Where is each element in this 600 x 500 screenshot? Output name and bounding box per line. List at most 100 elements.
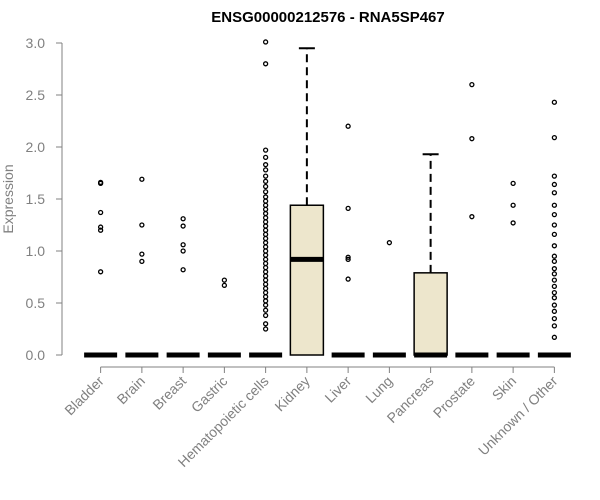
outlier-point xyxy=(262,167,269,173)
outlier-point xyxy=(345,256,351,262)
outlier-point xyxy=(262,269,269,275)
outlier-point xyxy=(262,326,269,332)
y-axis: 0.0 0.5 1.0 1.5 2.0 2.5 3.0 xyxy=(26,35,63,363)
outlier-point xyxy=(262,252,269,258)
outlier-point xyxy=(262,183,269,190)
outlier-point xyxy=(551,134,558,141)
x-tick-label: Lung xyxy=(362,373,395,406)
outlier-point xyxy=(551,323,558,329)
box-group-pancreas xyxy=(413,153,448,358)
box-group-skin xyxy=(496,180,530,358)
outlier-point xyxy=(262,194,269,200)
outlier-point xyxy=(262,302,269,308)
x-tick-label: Skin xyxy=(489,373,520,404)
outlier-point xyxy=(386,240,393,246)
outlier-point xyxy=(262,219,269,225)
outlier-point xyxy=(262,312,269,319)
outlier-point xyxy=(551,295,558,301)
outlier-point xyxy=(221,282,228,288)
outlier-point xyxy=(262,162,269,168)
outlier-point xyxy=(551,271,558,277)
outlier-point xyxy=(97,179,104,186)
outlier-point xyxy=(180,248,186,254)
x-tick-label: Bladder xyxy=(61,373,107,419)
outlier-point xyxy=(551,302,558,308)
y-tick-label: 2.0 xyxy=(26,139,46,155)
outlier-point xyxy=(97,209,104,216)
outlier-point xyxy=(510,202,516,208)
outlier-point xyxy=(262,227,269,233)
outlier-point xyxy=(345,254,351,260)
outlier-point xyxy=(510,180,516,187)
outlier-point xyxy=(97,227,104,233)
outlier-point xyxy=(551,253,558,259)
outlier-point xyxy=(262,173,269,179)
outlier-point xyxy=(262,285,269,292)
outlier-point xyxy=(551,231,558,238)
outlier-point xyxy=(262,223,269,229)
outlier-point xyxy=(551,258,558,265)
plot-area xyxy=(84,39,571,358)
outlier-point xyxy=(469,214,475,220)
outlier-point xyxy=(262,281,269,287)
y-tick-label: 1.0 xyxy=(26,243,46,259)
box-group-liver xyxy=(331,123,365,358)
outlier-point xyxy=(262,260,269,267)
outlier-point xyxy=(221,277,228,283)
outlier-point xyxy=(97,269,104,275)
outlier-point xyxy=(262,178,269,184)
outlier-point xyxy=(262,294,269,300)
outlier-point xyxy=(469,81,475,88)
outlier-point xyxy=(262,256,269,262)
outlier-point xyxy=(345,123,351,129)
outlier-point xyxy=(551,202,558,208)
outlier-point xyxy=(262,235,269,242)
outlier-point xyxy=(262,244,269,250)
outlier-point xyxy=(180,223,186,229)
x-tick-label: Liver xyxy=(321,373,354,406)
box-group-hematopoietic-cells xyxy=(249,39,283,358)
outlier-point xyxy=(262,198,269,204)
box-group-gastric xyxy=(207,277,241,358)
outlier-point xyxy=(345,205,351,212)
outlier-point xyxy=(551,289,558,296)
outlier-point xyxy=(262,215,269,221)
outlier-point xyxy=(139,251,145,257)
outlier-point xyxy=(510,220,516,226)
outlier-point xyxy=(180,242,186,248)
outlier-point xyxy=(262,307,269,313)
outlier-point xyxy=(262,321,269,327)
outlier-point xyxy=(551,334,558,340)
y-tick-label: 0.5 xyxy=(26,295,46,311)
outlier-point xyxy=(551,222,558,228)
outlier-point xyxy=(262,147,269,153)
outlier-point xyxy=(551,181,558,188)
y-tick-label: 0.0 xyxy=(26,347,46,363)
x-tick-label: Kidney xyxy=(271,373,313,415)
outlier-point xyxy=(262,289,269,296)
outlier-point xyxy=(139,258,145,265)
outlier-point xyxy=(262,154,269,161)
outlier-point xyxy=(551,308,558,314)
outlier-point xyxy=(262,210,269,217)
outlier-point xyxy=(551,266,558,272)
outlier-point xyxy=(551,283,558,290)
outlier-point xyxy=(139,176,145,182)
x-tick-label: Breast xyxy=(149,373,189,413)
outlier-point xyxy=(262,189,269,195)
outlier-point xyxy=(262,61,269,67)
outlier-point xyxy=(551,243,558,249)
box-group-breast xyxy=(166,216,200,358)
box-group-kidney xyxy=(289,47,325,356)
outlier-point xyxy=(139,222,145,228)
outlier-point xyxy=(345,276,351,282)
y-tick-label: 1.5 xyxy=(26,191,46,207)
outlier-point xyxy=(551,173,558,179)
outlier-point xyxy=(262,298,269,304)
outlier-point xyxy=(262,273,269,279)
x-tick-label: Brain xyxy=(114,373,148,407)
outlier-point xyxy=(97,224,104,230)
outlier-point xyxy=(262,231,269,238)
